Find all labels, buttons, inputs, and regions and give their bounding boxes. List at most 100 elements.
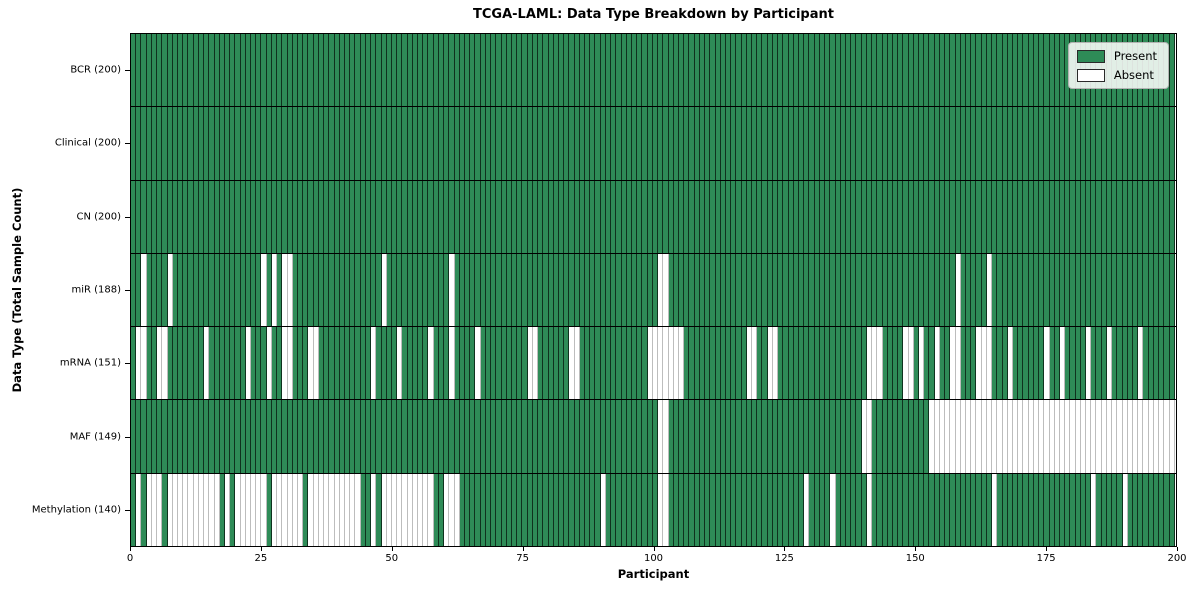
cell-present (731, 473, 737, 546)
cell-present (412, 180, 419, 253)
cell-present (632, 107, 638, 180)
cell-present (595, 107, 601, 180)
cell-present (1075, 473, 1081, 546)
cell-present (835, 107, 841, 180)
cell-present (652, 473, 659, 546)
cell-present (1039, 107, 1045, 180)
cell-present (517, 107, 523, 180)
cell-present (658, 180, 664, 253)
cell-present (355, 327, 361, 400)
cell-present (438, 253, 445, 327)
cell-present (433, 327, 439, 400)
cell-absent (188, 473, 194, 546)
cell-present (611, 253, 617, 327)
cell-present (428, 400, 434, 473)
cell-present (412, 34, 419, 107)
cell-present (804, 327, 810, 400)
cell-present (266, 253, 272, 327)
cell-present (699, 473, 706, 546)
cell-present (966, 327, 972, 400)
cell-present (1133, 253, 1139, 327)
cell-present (376, 400, 382, 473)
cell-present (1091, 107, 1097, 180)
cell-absent (271, 473, 278, 546)
cell-present (271, 34, 278, 107)
cell-present (825, 107, 831, 180)
cell-present (642, 34, 648, 107)
cell-present (266, 473, 272, 546)
cell-present (611, 180, 617, 253)
x-tick-label: 25 (254, 553, 268, 564)
cell-present (971, 180, 977, 253)
x-tick-label: 100 (643, 553, 664, 564)
cell-present (277, 107, 283, 180)
cell-present (699, 253, 706, 327)
cell-present (308, 400, 314, 473)
cell-present (809, 107, 815, 180)
y-tick-mark (125, 363, 130, 365)
cell-present (699, 327, 706, 400)
cell-present (981, 34, 987, 107)
cell-present (506, 253, 512, 327)
cell-present (840, 34, 846, 107)
cell-present (746, 107, 753, 180)
cell-present (198, 253, 205, 327)
cell-present (1002, 327, 1008, 400)
cell-present (433, 400, 439, 473)
cell-present (1106, 180, 1113, 253)
cell-present (772, 473, 779, 546)
cell-absent (1086, 400, 1092, 473)
cell-present (725, 400, 732, 473)
cell-present (501, 473, 507, 546)
cell-present (485, 34, 492, 107)
cell-present (558, 34, 565, 107)
cell-present (193, 327, 199, 400)
cell-present (209, 34, 215, 107)
legend-present-label: Present (1113, 49, 1157, 63)
cell-present (1112, 253, 1118, 327)
cell-present (224, 34, 231, 107)
cell-present (720, 327, 726, 400)
cell-present (762, 253, 768, 327)
cell-present (992, 253, 998, 327)
cell-absent (804, 473, 810, 546)
cell-present (324, 107, 330, 180)
cell-present (814, 473, 820, 546)
cell-absent (313, 327, 319, 400)
cell-present (866, 253, 873, 327)
cell-present (496, 400, 502, 473)
cell-present (235, 107, 241, 180)
cell-present (585, 34, 591, 107)
cell-present (919, 107, 925, 180)
cell-present (678, 180, 685, 253)
cell-present (198, 327, 205, 400)
cell-present (762, 400, 768, 473)
cell-present (986, 34, 993, 107)
cell-present (632, 253, 638, 327)
cell-present (465, 180, 471, 253)
cell-present (804, 180, 810, 253)
y-axis-label: Data Type (Total Sample Count) (10, 187, 24, 393)
cell-present (856, 34, 862, 107)
cell-present (214, 107, 220, 180)
cell-present (423, 180, 429, 253)
cell-present (183, 34, 189, 107)
cell-present (772, 34, 779, 107)
cell-absent (939, 400, 946, 473)
cell-present (162, 34, 168, 107)
cell-present (945, 180, 951, 253)
cell-present (167, 327, 173, 400)
cell-present (251, 253, 257, 327)
cell-present (898, 34, 904, 107)
cell-present (825, 327, 831, 400)
cell-present (433, 180, 439, 253)
cell-present (1059, 180, 1066, 253)
cell-present (819, 400, 826, 473)
cell-present (1112, 327, 1118, 400)
cell-present (992, 34, 998, 107)
cell-present (1028, 327, 1034, 400)
cell-present (892, 107, 899, 180)
cell-present (652, 400, 659, 473)
cell-present (511, 400, 518, 473)
cell-present (318, 180, 325, 253)
